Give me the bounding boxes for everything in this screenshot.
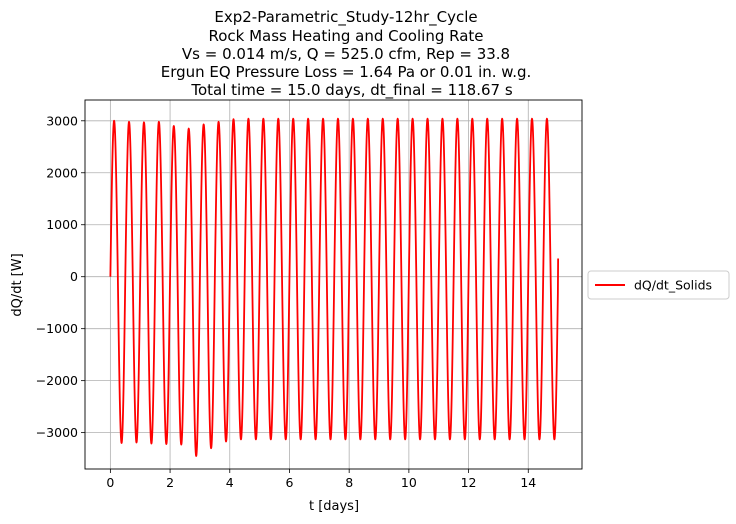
plot-frame bbox=[84, 99, 583, 470]
legend-label: dQ/dt_Solids bbox=[634, 278, 712, 293]
title-line-3: Vs = 0.014 m/s, Q = 525.0 cfm, Rep = 33.… bbox=[182, 45, 510, 63]
y-tick-label: 1000 bbox=[46, 217, 78, 232]
title-line-2: Rock Mass Heating and Cooling Rate bbox=[208, 27, 483, 45]
y-tick-label: −3000 bbox=[36, 425, 78, 440]
x-tick-label: 8 bbox=[345, 475, 353, 490]
title-line-1: Exp2-Parametric_Study-12hr_Cycle bbox=[214, 8, 477, 27]
chart-title: Exp2-Parametric_Study-12hr_Cycle Rock Ma… bbox=[161, 8, 532, 100]
x-tick-label: 6 bbox=[285, 475, 293, 490]
x-axis-label: t [days] bbox=[309, 499, 359, 514]
legend-box bbox=[587, 270, 730, 300]
y-tick-label: −2000 bbox=[36, 373, 78, 388]
series-layer bbox=[109, 117, 560, 457]
x-tick-label: 0 bbox=[106, 475, 114, 490]
x-tick-label: 12 bbox=[461, 475, 477, 490]
x-tick-label: 4 bbox=[226, 475, 234, 490]
y-tick-label: −1000 bbox=[36, 321, 78, 336]
series-line bbox=[109, 117, 560, 457]
title-line-4: Ergun EQ Pressure Loss = 1.64 Pa or 0.01… bbox=[161, 63, 532, 81]
x-tick-label: 2 bbox=[166, 475, 174, 490]
x-tick-label: 14 bbox=[520, 475, 536, 490]
y-axis-label: dQ/dt [W] bbox=[10, 253, 25, 316]
axis-ticks: 0 2 4 6 8 10 12 14 −3000 −2000 −1000 0 1000 2000 3000 bbox=[36, 113, 537, 490]
legend: dQ/dt_Solids bbox=[587, 270, 730, 300]
y-tick-label: 0 bbox=[70, 269, 78, 284]
y-tick-label: 3000 bbox=[46, 113, 78, 128]
x-tick-label: 10 bbox=[401, 475, 417, 490]
title-line-5: Total time = 15.0 days, dt_final = 118.6… bbox=[190, 81, 512, 100]
y-tick-label: 2000 bbox=[46, 165, 78, 180]
